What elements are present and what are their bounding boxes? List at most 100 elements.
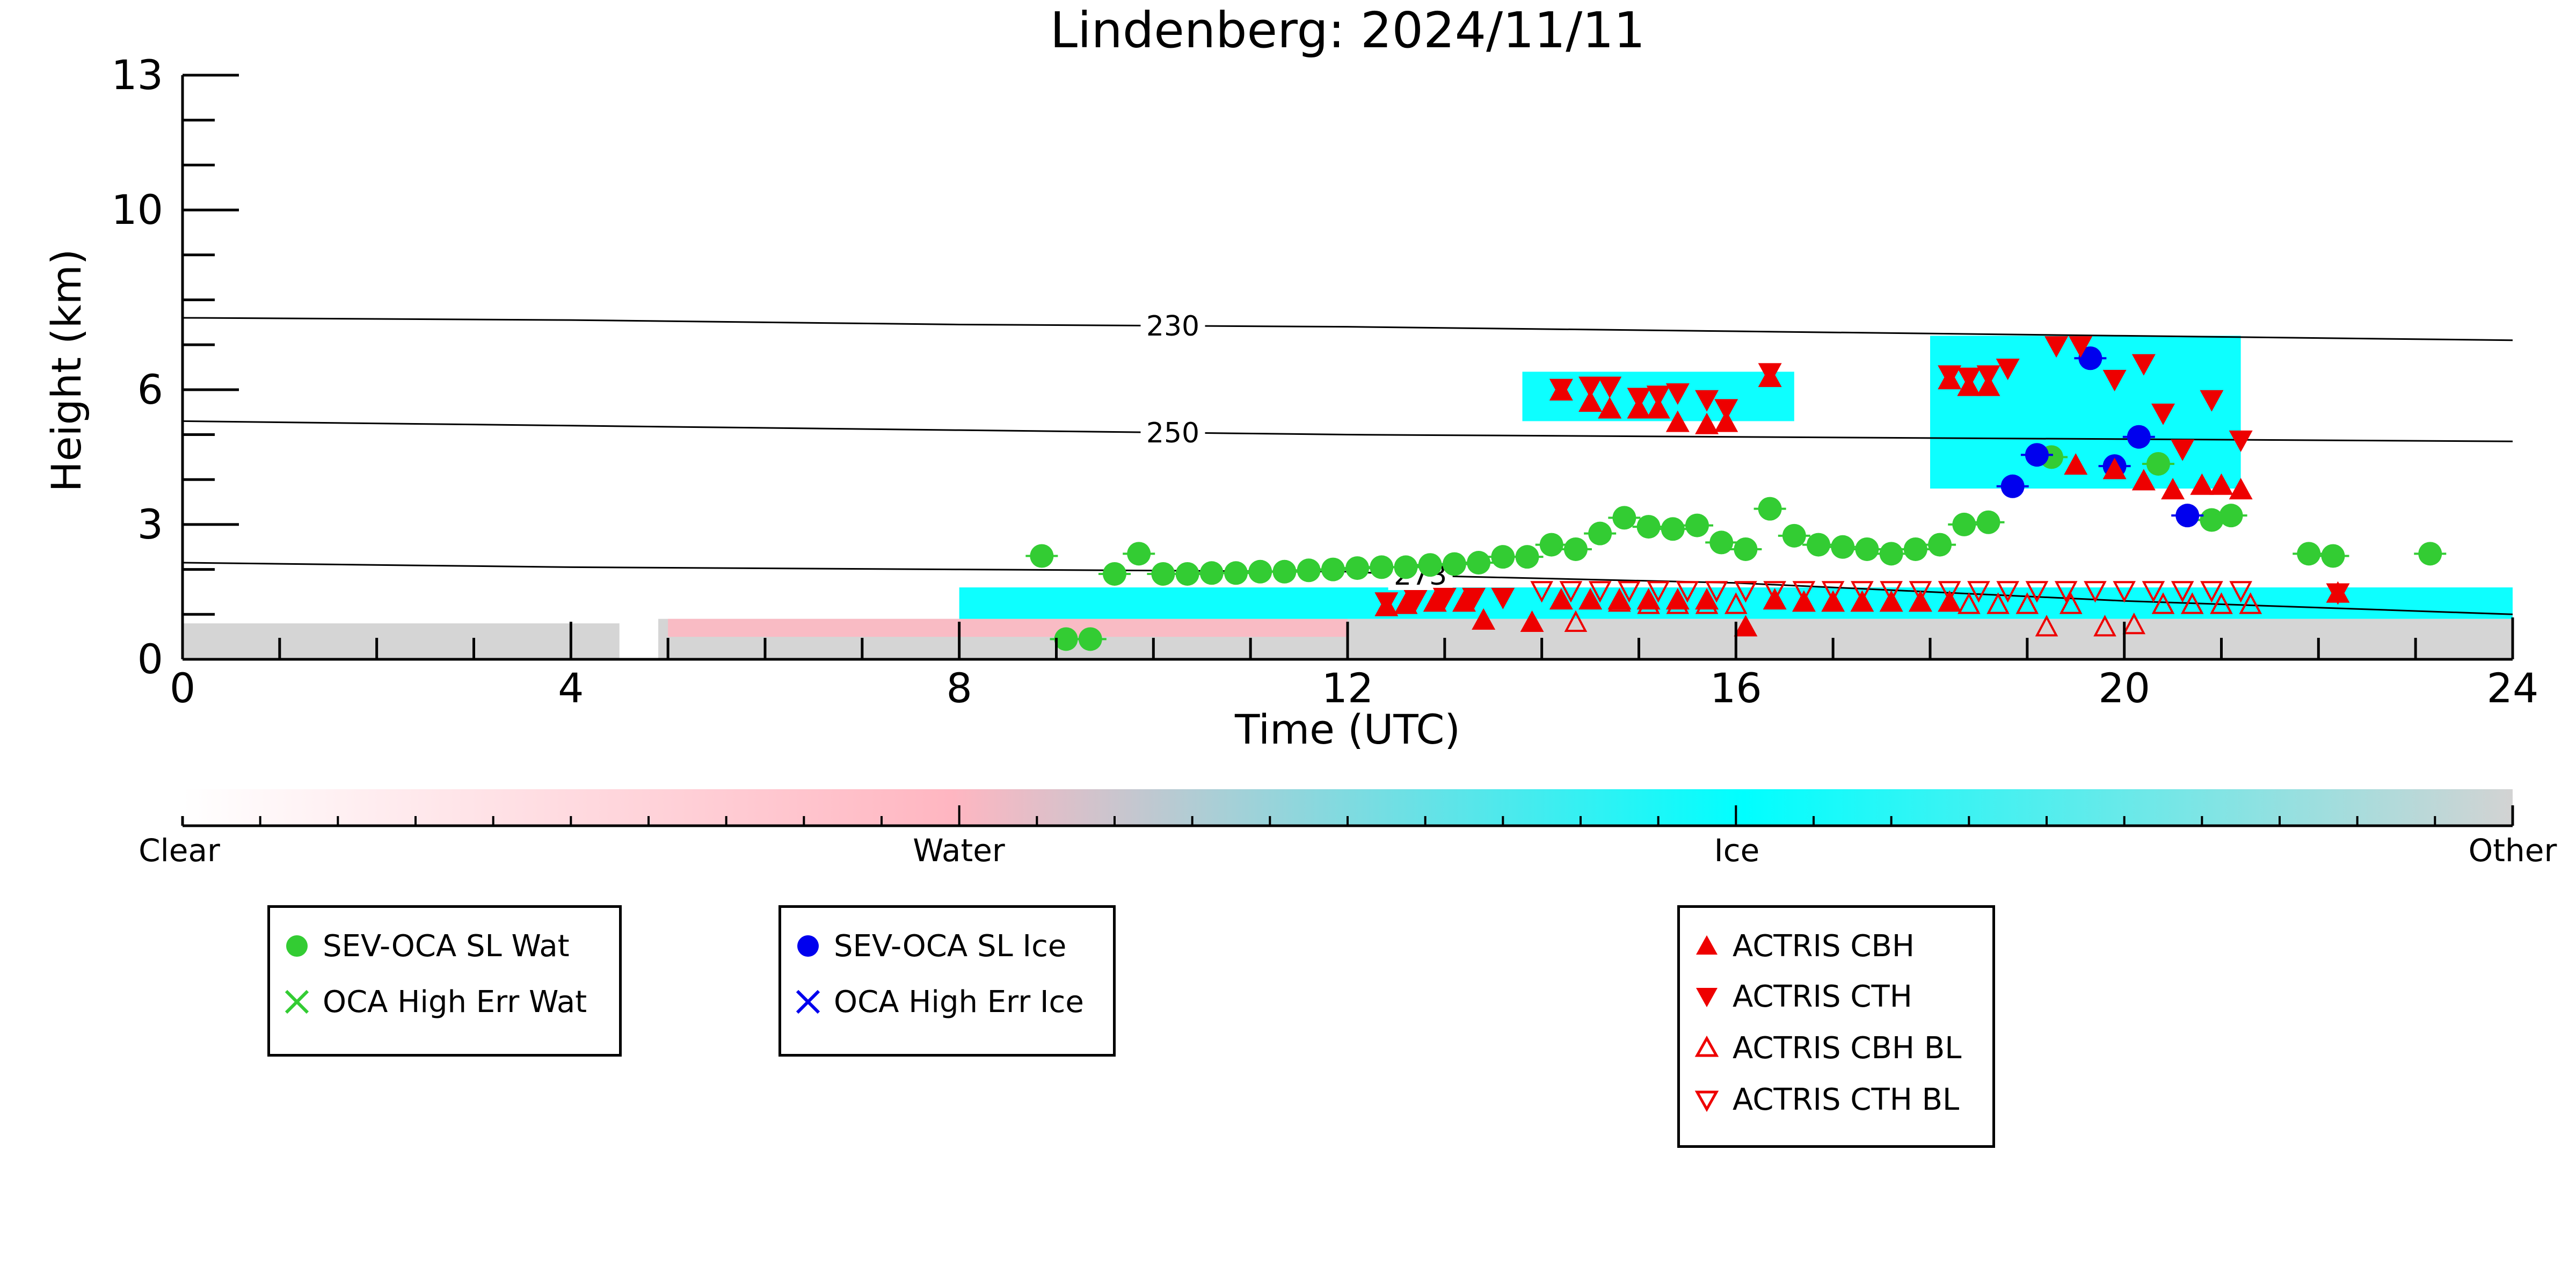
green-x-icon	[285, 989, 309, 1014]
point-sev-oca-sl-wat	[1734, 537, 1758, 561]
y-tick-label: 13	[111, 51, 163, 99]
point-actris-cbh-bl	[2210, 592, 2233, 614]
legend-entry-oca-high-err-ice: OCA High Err Ice	[792, 983, 1084, 1021]
point-sev-oca-sl-wat	[2297, 542, 2321, 566]
point-sev-oca-sl-wat	[1661, 517, 1685, 541]
point-actris-cbh-bl	[2015, 592, 2039, 614]
point-sev-oca-sl-ice	[2000, 474, 2025, 498]
red-open-triangle-down-icon	[1694, 1090, 1719, 1112]
point-sev-oca-sl-wat	[1297, 558, 1321, 583]
point-actris-cbh-bl	[1695, 592, 1719, 614]
point-sev-oca-sl-wat	[1709, 530, 1734, 555]
blue-x-icon	[796, 989, 820, 1014]
point-actris-cth-bl	[1530, 581, 1553, 603]
contour-label-bg	[1140, 417, 1205, 448]
legend-label: SEV-OCA SL Wat	[323, 928, 570, 964]
point-actris-cbh	[1578, 588, 1603, 610]
point-sev-oca-sl-ice	[2025, 443, 2049, 467]
point-actris-cth-bl	[2084, 581, 2107, 603]
point-actris-cth-bl	[2054, 581, 2078, 603]
legend-ice: SEV-OCA SL Ice OCA High Err Ice	[778, 905, 1116, 1057]
x-tick-label: 8	[946, 664, 972, 712]
chart-title: Lindenberg: 2024/11/11	[1050, 2, 1646, 59]
point-actris-cth-bl	[1647, 581, 1670, 603]
point-sev-oca-sl-wat	[1952, 512, 1976, 536]
x-axis-label: Time (UTC)	[1234, 705, 1460, 753]
colorbar: Clear Water Ice Other	[139, 789, 2557, 869]
point-actris-cth-bl	[1705, 581, 1728, 603]
point-actris-cth-bl	[2025, 581, 2049, 603]
contour-label-250: 250	[1146, 417, 1199, 449]
point-actris-cth-bl	[1618, 581, 1641, 603]
contour-label-bg	[1140, 310, 1205, 341]
point-actris-cth	[1462, 587, 1486, 609]
point-sev-oca-sl-wat	[1370, 555, 1394, 579]
point-sev-oca-sl-wat	[1928, 533, 1952, 557]
point-sev-oca-sl-wat	[1442, 552, 1466, 576]
point-actris-cbh	[1695, 412, 1719, 434]
legend-entry-actris-cth: ACTRIS CTH	[1691, 978, 1912, 1015]
point-actris-cth-bl	[1967, 581, 1990, 603]
point-actris-cbh	[1423, 590, 1447, 612]
contour-label-230: 230	[1146, 310, 1199, 343]
point-sev-oca-sl-wat	[1612, 506, 1636, 530]
colorbar-label-ice: Ice	[1714, 832, 1760, 869]
point-actris-cth	[1976, 365, 2000, 387]
point-sev-oca-sl-wat	[1563, 537, 1588, 561]
point-actris-cth	[2069, 336, 2093, 358]
point-sev-oca-sl-wat	[1248, 559, 1272, 584]
point-sev-oca-sl-wat	[1685, 513, 1709, 537]
point-actris-cbh	[2161, 478, 2185, 500]
point-actris-cbh	[2131, 469, 2156, 491]
point-sev-oca-sl-ice	[2127, 425, 2151, 449]
point-actris-cth	[2102, 369, 2127, 391]
point-actris-cbh	[2102, 457, 2127, 479]
point-sev-oca-sl-ice	[2078, 346, 2102, 370]
point-actris-cth	[1665, 383, 1690, 405]
red-triangle-down-icon	[1696, 988, 1718, 1007]
red-triangle-up-icon	[1696, 935, 1718, 955]
legend-water: SEV-OCA SL Wat OCA High Err Wat	[267, 905, 622, 1057]
point-actris-cth-bl	[1676, 581, 1699, 603]
y-tick-label: 0	[137, 635, 163, 683]
point-actris-cbh-bl	[1724, 592, 1748, 614]
axis-ticks: 0 4 8 12 16 20 24 0 3 6 10 13	[111, 51, 2538, 712]
point-actris-cbh	[1646, 397, 1670, 419]
point-actris-cbh-bl	[2151, 592, 2175, 614]
legend-label: ACTRIS CBH BL	[1733, 1030, 1962, 1066]
point-actris-cth-bl	[1880, 581, 1903, 603]
point-sev-oca-sl-wat	[1831, 535, 1855, 559]
point-actris-cth	[1549, 379, 1573, 401]
point-sev-oca-sl-wat	[1879, 542, 1903, 566]
point-sev-oca-sl-wat	[1175, 562, 1199, 586]
point-actris-cth	[1714, 399, 1738, 421]
point-actris-cbh	[2229, 478, 2253, 500]
point-actris-cth	[1374, 592, 1399, 614]
data-points	[1025, 336, 2447, 651]
contour-230	[183, 317, 2513, 341]
point-actris-cth-bl	[1763, 581, 1786, 603]
point-actris-cth-bl	[2200, 581, 2223, 603]
point-sev-oca-sl-wat	[1467, 551, 1491, 575]
point-actris-cth	[1491, 587, 1515, 609]
point-sev-oca-sl-wat	[1418, 553, 1442, 577]
x-tick-label: 12	[1322, 664, 1374, 712]
point-sev-oca-sl-wat	[1782, 523, 1806, 548]
point-actris-cbh	[2190, 473, 2214, 495]
point-actris-cbh-bl	[1958, 592, 1981, 614]
point-actris-cth	[2044, 336, 2069, 358]
point-sev-oca-sl-wat	[1151, 562, 1175, 586]
point-actris-cbh	[1598, 397, 1622, 419]
point-actris-cth-bl	[1996, 581, 2019, 603]
mask-ice	[959, 587, 2513, 619]
point-sev-oca-sl-wat	[1321, 557, 1345, 581]
point-sev-oca-sl-wat	[1515, 545, 1539, 569]
colorbar-label-other: Other	[2469, 832, 2557, 869]
point-sev-oca-sl-wat	[1394, 555, 1418, 579]
point-actris-cth	[1758, 363, 1782, 385]
legend-label: OCA High Err Wat	[323, 984, 587, 1020]
point-sev-oca-sl-wat	[2200, 508, 2224, 532]
point-actris-cth-bl	[2171, 581, 2194, 603]
point-actris-cth-bl	[1909, 581, 1932, 603]
